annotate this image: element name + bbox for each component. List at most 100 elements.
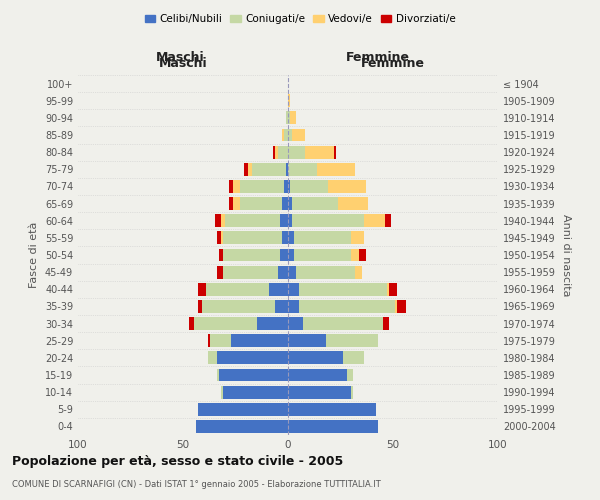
Bar — [295, 248, 351, 262]
Bar — [273, 146, 275, 158]
Bar — [338, 197, 368, 210]
Bar — [355, 266, 362, 278]
Bar — [233, 197, 240, 210]
Bar — [221, 232, 223, 244]
Bar — [206, 283, 269, 296]
Bar — [223, 232, 282, 244]
Bar — [244, 163, 248, 175]
Bar — [286, 163, 288, 175]
Bar — [296, 266, 355, 278]
Bar — [347, 368, 353, 382]
Bar — [288, 283, 299, 296]
Text: Maschi: Maschi — [155, 51, 205, 64]
Bar — [284, 128, 288, 141]
Bar — [284, 180, 288, 193]
Bar — [288, 334, 326, 347]
Bar — [221, 214, 225, 227]
Bar — [217, 232, 221, 244]
Bar — [197, 283, 206, 296]
Bar — [292, 197, 338, 210]
Bar — [288, 163, 317, 175]
Bar — [240, 197, 282, 210]
Bar — [280, 248, 288, 262]
Bar — [288, 266, 296, 278]
Bar — [198, 403, 288, 415]
Bar — [387, 283, 389, 296]
Bar — [364, 214, 385, 227]
Bar — [208, 334, 210, 347]
Bar — [190, 317, 193, 330]
Bar — [215, 214, 221, 227]
Y-axis label: Anni di nascita: Anni di nascita — [561, 214, 571, 296]
Bar — [299, 283, 387, 296]
Bar — [351, 248, 359, 262]
Bar — [257, 317, 288, 330]
Bar — [198, 300, 202, 313]
Legend: Celibi/Nubili, Coniugati/e, Vedovi/e, Divorziati/e: Celibi/Nubili, Coniugati/e, Vedovi/e, Di… — [140, 10, 460, 29]
Bar — [229, 180, 233, 193]
Bar — [317, 163, 355, 175]
Bar — [385, 214, 391, 227]
Bar — [288, 368, 347, 382]
Bar — [351, 232, 364, 244]
Bar — [299, 300, 395, 313]
Bar — [288, 180, 290, 193]
Y-axis label: Fasce di età: Fasce di età — [29, 222, 39, 288]
Bar — [290, 112, 296, 124]
Bar — [225, 214, 280, 227]
Bar — [210, 334, 232, 347]
Bar — [288, 386, 351, 398]
Bar — [292, 214, 364, 227]
Bar — [277, 266, 288, 278]
Bar — [208, 352, 217, 364]
Bar — [217, 352, 288, 364]
Bar — [288, 248, 295, 262]
Text: Femmine: Femmine — [361, 57, 425, 70]
Bar — [359, 248, 366, 262]
Bar — [290, 180, 328, 193]
Text: Popolazione per età, sesso e stato civile - 2005: Popolazione per età, sesso e stato civil… — [12, 455, 343, 468]
Bar — [196, 420, 288, 433]
Bar — [217, 266, 223, 278]
Bar — [326, 334, 379, 347]
Bar — [383, 317, 389, 330]
Bar — [397, 300, 406, 313]
Text: Femmine: Femmine — [346, 51, 410, 64]
Bar — [232, 334, 288, 347]
Bar — [286, 112, 288, 124]
Bar — [202, 300, 275, 313]
Bar — [282, 232, 288, 244]
Bar — [343, 352, 364, 364]
Bar — [395, 300, 397, 313]
Bar — [217, 368, 218, 382]
Bar — [305, 146, 334, 158]
Bar — [269, 283, 288, 296]
Bar — [280, 214, 288, 227]
Bar — [288, 112, 290, 124]
Bar — [288, 232, 295, 244]
Bar — [288, 352, 343, 364]
Bar — [282, 197, 288, 210]
Bar — [277, 146, 288, 158]
Bar — [295, 232, 351, 244]
Bar — [288, 128, 292, 141]
Bar — [288, 300, 299, 313]
Bar — [248, 163, 252, 175]
Bar — [288, 197, 292, 210]
Bar — [218, 368, 288, 382]
Bar — [221, 386, 223, 398]
Bar — [275, 300, 288, 313]
Bar — [292, 128, 305, 141]
Bar — [233, 180, 240, 193]
Bar — [275, 146, 277, 158]
Bar — [328, 180, 366, 193]
Bar — [288, 146, 305, 158]
Bar — [282, 128, 284, 141]
Text: COMUNE DI SCARNAFIGI (CN) - Dati ISTAT 1° gennaio 2005 - Elaborazione TUTTITALIA: COMUNE DI SCARNAFIGI (CN) - Dati ISTAT 1… — [12, 480, 381, 489]
Bar — [218, 248, 223, 262]
Text: Maschi: Maschi — [158, 57, 208, 70]
Bar — [288, 403, 376, 415]
Bar — [229, 197, 233, 210]
Bar — [223, 266, 277, 278]
Bar — [351, 386, 353, 398]
